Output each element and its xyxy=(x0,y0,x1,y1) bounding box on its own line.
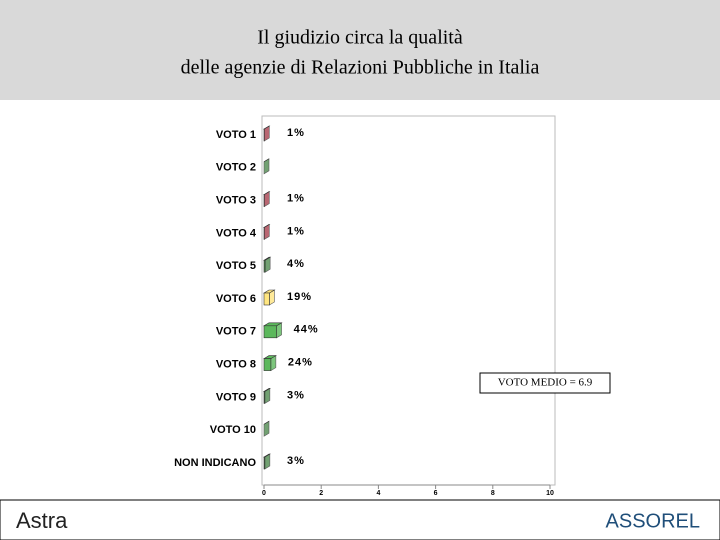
bar xyxy=(263,259,266,273)
chart-subtitle: delle agenzie di Relazioni Pubbliche in … xyxy=(181,57,540,79)
value-label: 19% xyxy=(287,291,312,303)
bar-top xyxy=(263,420,270,425)
value-label: 44% xyxy=(294,324,319,336)
x-tick-label: 2 xyxy=(319,490,323,497)
y-tick-label: NON INDICANO xyxy=(174,457,256,469)
value-label: 3% xyxy=(287,389,305,401)
bar-top xyxy=(263,158,270,163)
x-tick-label: 8 xyxy=(491,490,495,497)
y-tick-label: VOTO 3 xyxy=(216,195,256,207)
left-logo: Astra xyxy=(16,508,68,533)
value-label: 24% xyxy=(288,357,313,369)
annotation-box xyxy=(479,372,611,394)
x-tick-label: 0 xyxy=(262,490,266,497)
value-label: 4% xyxy=(287,258,305,270)
value-label: 1% xyxy=(287,193,305,205)
right-logo: ASSOREL xyxy=(606,510,700,532)
y-tick-label: VOTO 10 xyxy=(210,424,256,436)
bar xyxy=(263,358,272,371)
y-tick-label: VOTO 9 xyxy=(216,391,256,403)
y-tick-label: VOTO 2 xyxy=(216,162,256,174)
y-tick-label: VOTO 1 xyxy=(216,129,256,141)
x-tick-label: 10 xyxy=(546,490,554,497)
footer xyxy=(0,499,720,540)
bar xyxy=(263,456,266,470)
y-tick-label: VOTO 6 xyxy=(216,293,256,305)
y-tick-label: VOTO 8 xyxy=(216,359,256,371)
plot-frame xyxy=(261,115,556,486)
header-band xyxy=(0,0,720,100)
value-label: 1% xyxy=(287,225,305,237)
y-tick-label: VOTO 5 xyxy=(216,260,256,272)
value-label: 3% xyxy=(287,455,305,467)
bar xyxy=(263,292,270,306)
bar xyxy=(263,325,277,339)
chart-title: Il giudizio circa la qualità xyxy=(257,27,463,49)
bar xyxy=(263,391,266,404)
x-tick-label: 4 xyxy=(376,490,380,497)
annotation: VOTO MEDIO = 6.9 xyxy=(498,377,593,389)
value-label: 1% xyxy=(287,127,305,139)
x-tick-label: 6 xyxy=(434,490,438,497)
y-tick-label: VOTO 4 xyxy=(216,227,257,239)
y-tick-label: VOTO 7 xyxy=(216,326,256,338)
